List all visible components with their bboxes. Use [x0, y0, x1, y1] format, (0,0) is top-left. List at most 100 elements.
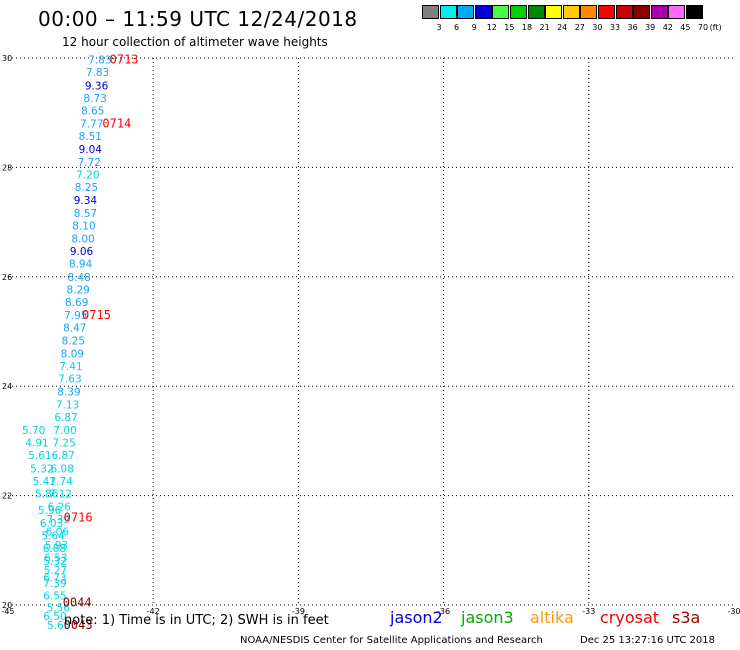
legend-swatch [439, 5, 457, 19]
wave-height-label: 7.83 [86, 67, 109, 79]
wave-height-label: 6.73 [43, 573, 66, 585]
wave-height-label: 6.87 [51, 450, 74, 462]
wave-height-label: 8.48 [67, 272, 90, 284]
wave-height-label: 6.50 [43, 611, 66, 623]
wave-height-label: 6.06 [46, 527, 70, 539]
wave-height-label: 5.93 [45, 540, 68, 552]
wave-height-label: 8.73 [83, 93, 106, 105]
wave-height-label: 6.88 [43, 543, 66, 555]
y-tick-label: 20 [2, 601, 12, 610]
legend-swatch [615, 5, 633, 19]
wave-height-label: 5.32 [43, 556, 66, 568]
legend-swatch-label: 42 [662, 23, 673, 32]
y-tick-label: 28 [2, 163, 12, 172]
wave-height-label: 7.72 [78, 157, 101, 169]
x-tick-label: -33 [582, 607, 595, 616]
wave-height-label: 6.53 [44, 552, 67, 564]
orbit-time-label: 0043 [64, 618, 93, 632]
legend-swatch-label: 39 [645, 23, 656, 32]
orbit-time-label: 0714 [102, 117, 131, 131]
satellite-cryosat: cryosat [600, 608, 660, 627]
wave-height-label: 8.69 [65, 297, 88, 309]
wave-height-label: 5.70 [22, 425, 45, 437]
wave-height-label: 8.57 [74, 208, 97, 220]
wave-height-label: 8.09 [61, 348, 84, 360]
wave-height-label: 9.34 [74, 195, 98, 207]
wave-height-label: 7.13 [56, 399, 79, 411]
wave-height-label: 6.03 [40, 518, 63, 530]
wave-height-label: 5.41 [33, 476, 56, 488]
wave-height-label: 8.47 [63, 323, 86, 335]
wave-height-label: 7.74 [50, 476, 74, 488]
legend-swatch-label: 15 [504, 23, 515, 32]
orbit-time-label: 0713 [110, 53, 139, 67]
y-tick-label: 30 [2, 54, 12, 63]
legend-swatch-label: 18 [521, 23, 533, 32]
chart-title: 00:00 – 11:59 UTC 12/24/2018 [38, 7, 358, 31]
grid-lines [8, 57, 734, 606]
wave-height-label: 7.39 [43, 578, 66, 590]
wave-height-label: 8.51 [79, 131, 102, 143]
wave-height-label: 8.39 [57, 387, 80, 399]
x-tick-label: -36 [437, 607, 450, 616]
wave-height-label: 5.64 [41, 531, 65, 543]
legend-swatch-label: 45 [680, 23, 691, 32]
x-tick-label: -30 [727, 607, 740, 616]
generation-timestamp: Dec 25 13:27:16 UTC 2018 [580, 635, 715, 646]
y-tick-label: 22 [2, 492, 12, 501]
wave-height-label: 6.08 [51, 463, 74, 475]
credit-line: NOAA/NESDIS Center for Satellite Applica… [240, 635, 543, 646]
legend-swatch-label: 3 [436, 23, 442, 32]
x-tick-label: -45 [1, 607, 14, 616]
wave-height-label: 7.41 [59, 361, 82, 373]
legend-swatch-label: 9 [471, 23, 477, 32]
chart-subtitle: 12 hour collection of altimeter wave hei… [62, 35, 328, 49]
legend-swatch-label: 36 [627, 23, 638, 32]
wave-height-label: 9.04 [79, 144, 103, 156]
legend-swatch [598, 5, 615, 19]
satellite-altika: altika [530, 608, 574, 627]
legend-swatch-label: 70 [697, 23, 709, 32]
wave-height-label: 9.36 [85, 80, 109, 92]
legend-swatch [510, 5, 527, 19]
wave-height-label: 7.00 [53, 425, 76, 437]
x-tick-label: -42 [147, 607, 160, 616]
wave-height-label: 6.87 [54, 412, 77, 424]
legend-swatch-label: 24 [557, 23, 568, 32]
wave-height-label: 8.94 [69, 259, 93, 271]
wave-height-label: 7.25 [52, 438, 75, 450]
axis-ticks: -45 -42 -39 -36 -33 -30 20 22 24 26 28 30 [1, 54, 740, 616]
legend-swatch [668, 5, 686, 19]
legend-swatch [492, 5, 510, 19]
legend-swatch [545, 5, 563, 19]
satellite-s3a: s3a [672, 608, 701, 627]
legend-swatch [686, 5, 703, 19]
legend-swatch-label: 21 [539, 23, 550, 32]
legend-swatch-label: 27 [574, 23, 585, 32]
legend-unit: (ft) [709, 23, 722, 32]
footnote: note: 1) Time is in UTC; 2) SWH is in fe… [64, 613, 329, 628]
wave-height-label: 7.77 [80, 119, 103, 131]
wave-height-label: 9.06 [70, 246, 94, 258]
legend-swatch [633, 5, 651, 19]
legend-swatch [457, 5, 475, 19]
orbit-time-label: 0044 [63, 595, 92, 609]
wave-height-label: 8.25 [62, 335, 85, 347]
wave-height-label: 4.91 [25, 438, 48, 450]
legend-swatch [580, 5, 598, 19]
wave-height-label: 5.61 [28, 450, 51, 462]
legend-swatch [562, 5, 580, 19]
wave-height-label: 7.83 [88, 55, 111, 67]
legend-swatch [527, 5, 545, 19]
legend-swatch [422, 5, 439, 19]
wave-height-label: 5.96 [38, 505, 62, 517]
wave-height-label: 5.63 [47, 620, 70, 632]
wave-height-label: 6.55 [43, 591, 66, 603]
legend-swatch [650, 5, 668, 19]
wave-height-label: 7.20 [76, 170, 99, 182]
wave-height-label: 7.95 [64, 310, 87, 322]
wave-height-label: 7.12 [49, 488, 72, 500]
y-tick-label: 26 [2, 273, 12, 282]
data-points: 7.837.839.368.738.657.778.519.047.727.20… [22, 55, 112, 633]
